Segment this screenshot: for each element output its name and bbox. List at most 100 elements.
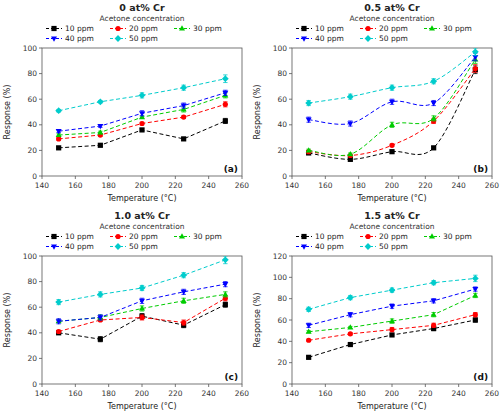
x-axis-label: Temperature (°C) xyxy=(106,194,176,203)
data-point xyxy=(97,291,104,298)
legend-label: 20 ppm xyxy=(379,232,408,241)
series xyxy=(56,102,228,142)
x-tick-label: 140 xyxy=(285,181,300,190)
x-tick xyxy=(358,384,359,387)
data-point xyxy=(305,100,312,107)
data-point xyxy=(431,145,436,150)
data-point xyxy=(389,149,394,154)
legend-item: 20 ppm xyxy=(110,24,158,33)
y-tick xyxy=(39,307,42,308)
legend-label: 20 ppm xyxy=(379,24,408,33)
legend: 10 ppm20 ppm30 ppm40 ppm50 ppm xyxy=(46,24,222,43)
plot-frame xyxy=(42,48,242,176)
data-point xyxy=(306,328,312,333)
y-tick-label: 100 xyxy=(23,44,38,53)
error-bar xyxy=(473,318,477,322)
data-point xyxy=(139,92,146,99)
series-line xyxy=(59,95,226,135)
plot-frame xyxy=(42,256,242,384)
data-point xyxy=(56,129,62,134)
panel-label: (b) xyxy=(473,164,488,174)
series-line xyxy=(59,284,226,321)
data-point xyxy=(347,294,354,301)
legend-label: 50 ppm xyxy=(129,242,158,251)
x-tick-label: 260 xyxy=(485,181,500,190)
data-point xyxy=(389,122,395,127)
series-line xyxy=(309,60,476,156)
y-tick-label: 100 xyxy=(23,252,38,261)
x-tick xyxy=(458,384,459,387)
legend-label: 30 ppm xyxy=(443,24,472,33)
panel: 0 at% CrAcetone concentration10 ppm20 pp… xyxy=(3,2,249,203)
x-axis-label: Temperature (°C) xyxy=(106,402,176,411)
data-point xyxy=(139,121,144,126)
y-tick-label: 0 xyxy=(32,380,37,389)
legend-marker xyxy=(51,234,56,239)
x-tick-label: 220 xyxy=(168,181,183,190)
data-point xyxy=(305,306,312,313)
legend-title: Acetone concentration xyxy=(350,222,435,231)
series xyxy=(56,291,229,323)
y-tick-label: 100 xyxy=(273,44,288,53)
error-bar xyxy=(98,337,102,342)
series-line xyxy=(309,295,476,331)
series xyxy=(55,75,228,114)
data-point xyxy=(97,98,104,105)
data-point xyxy=(181,290,187,295)
y-tick-label: 80 xyxy=(27,277,37,286)
series-line xyxy=(309,278,476,309)
legend-label: 20 ppm xyxy=(129,232,158,241)
data-point xyxy=(389,327,394,332)
x-tick xyxy=(242,384,243,387)
data-point xyxy=(473,66,478,71)
x-tick-label: 160 xyxy=(318,389,333,398)
series xyxy=(306,65,478,158)
series xyxy=(305,48,478,106)
legend-marker xyxy=(51,244,57,249)
legend-item: 40 ppm xyxy=(46,242,94,251)
error-bar xyxy=(223,102,227,107)
error-bar xyxy=(223,118,227,123)
y-tick-label: 80 xyxy=(277,294,287,303)
series xyxy=(306,312,478,343)
x-tick-label: 180 xyxy=(102,181,117,190)
x-tick-label: 260 xyxy=(485,389,500,398)
error-bar xyxy=(181,298,185,303)
y-tick-label: 60 xyxy=(27,303,37,312)
data-point xyxy=(223,118,228,123)
legend-label: 30 ppm xyxy=(193,24,222,33)
x-tick-label: 240 xyxy=(452,181,467,190)
y-tick-label: 20 xyxy=(27,146,37,155)
legend-label: 50 ppm xyxy=(129,34,158,43)
x-axis-label: Temperature (°C) xyxy=(356,194,426,203)
data-point xyxy=(139,305,145,310)
y-tick xyxy=(289,124,292,125)
data-point xyxy=(472,292,478,297)
x-tick-label: 260 xyxy=(235,181,250,190)
series-line xyxy=(309,68,476,155)
legend-marker xyxy=(115,243,122,250)
legend-item: 40 ppm xyxy=(296,242,344,251)
legend-marker xyxy=(429,25,435,30)
series xyxy=(56,296,228,334)
data-point xyxy=(139,299,145,304)
error-bar xyxy=(181,103,185,108)
error-bar xyxy=(431,116,435,121)
data-point xyxy=(472,287,478,292)
data-point xyxy=(56,319,62,324)
plot-frame xyxy=(292,256,492,384)
x-tick-label: 220 xyxy=(168,389,183,398)
x-tick-label: 200 xyxy=(135,389,150,398)
y-tick xyxy=(39,124,42,125)
error-bar xyxy=(223,302,227,307)
legend-label: 20 ppm xyxy=(129,24,158,33)
data-point xyxy=(431,323,436,328)
legend-marker xyxy=(301,234,306,239)
y-axis-label: Response (%) xyxy=(3,85,12,140)
error-bar xyxy=(473,313,477,317)
figure: 0 at% CrAcetone concentration10 ppm20 pp… xyxy=(0,0,500,416)
panel-title: 0 at% Cr xyxy=(119,2,165,13)
data-point xyxy=(139,315,144,320)
y-tick-label: 60 xyxy=(277,316,287,325)
y-tick xyxy=(39,73,42,74)
